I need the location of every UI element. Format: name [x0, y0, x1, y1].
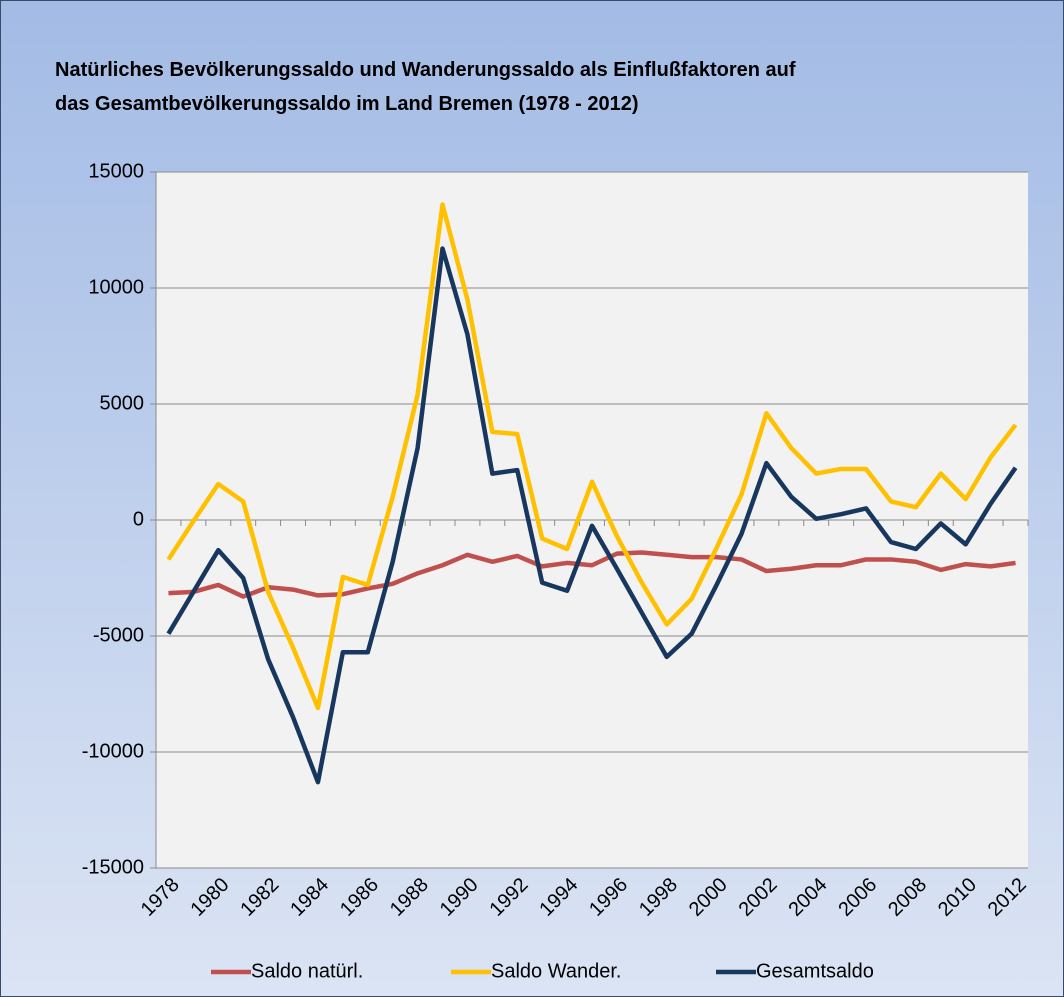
x-tick-label: 2004: [784, 874, 831, 921]
y-tick-label: 15000: [88, 160, 144, 182]
x-tick-label: 2006: [834, 874, 881, 921]
series-line: [166, 246, 1018, 785]
chart-title: Natürliches Bevölkerungssaldo und Wander…: [55, 59, 796, 115]
series-line: [168, 550, 1016, 599]
y-tick-label: -15000: [82, 856, 144, 878]
x-tick-label: 2010: [934, 874, 981, 921]
legend-label: Gesamtsaldo: [756, 960, 874, 982]
y-tick-label: -10000: [82, 740, 144, 762]
legend-label: Saldo natürl.: [251, 960, 363, 982]
x-tick-label: 2008: [884, 874, 931, 921]
legend-label: Saldo Wander.: [491, 960, 621, 982]
y-tick-label: 10000: [88, 276, 144, 298]
x-tick-label: 1980: [187, 874, 234, 921]
x-tick-label: 1982: [236, 874, 283, 921]
x-tick-label: 1978: [137, 874, 184, 921]
x-tick-label: 1986: [336, 874, 383, 921]
x-tick-label: 1998: [635, 874, 682, 921]
x-tick-label: 2002: [735, 874, 782, 921]
x-tick-label: 2000: [685, 874, 732, 921]
x-tick-label: 1996: [585, 874, 632, 921]
series-line: [166, 202, 1018, 711]
x-tick-label: 1988: [386, 874, 433, 921]
x-tick-label: 1990: [436, 874, 483, 921]
x-tick-label: 1992: [486, 874, 533, 921]
y-tick-label: 5000: [100, 392, 145, 414]
x-tick-label: 2012: [984, 874, 1031, 921]
x-tick-label: 1984: [286, 874, 333, 921]
y-tick-label: -5000: [93, 624, 144, 646]
y-tick-label: 0: [133, 508, 144, 530]
x-tick-label: 1994: [535, 874, 582, 921]
